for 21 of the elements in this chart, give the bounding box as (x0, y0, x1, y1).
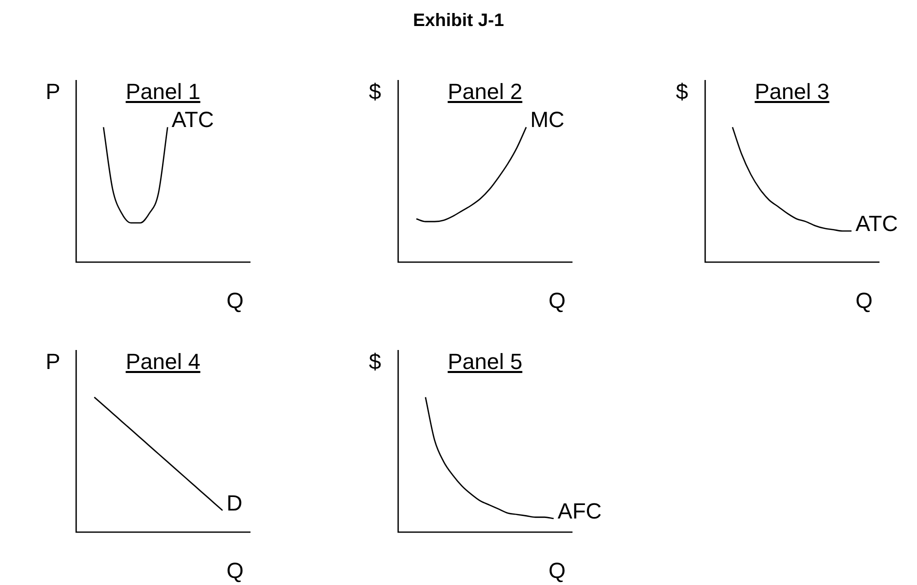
chart-title: Panel 5 (446, 349, 524, 374)
x-axis-title: Q (854, 288, 874, 313)
text: Exhibit J-1 (412, 10, 506, 31)
series-label: D (226, 490, 242, 516)
series-label: AFC (558, 498, 602, 524)
y-axis-title: $ (674, 79, 690, 104)
y-axis-title: P (44, 349, 62, 374)
chart-title: Panel 3 (754, 79, 830, 104)
series-label: ATC (856, 211, 898, 236)
series-label: MC (530, 107, 565, 132)
y-axis-title: P (44, 79, 62, 104)
x-axis-title: Q (547, 288, 567, 313)
y-axis-title: $ (368, 349, 382, 374)
series-label: ATC (172, 107, 214, 132)
chart-title: Panel 2 (446, 79, 524, 104)
y-axis-title: $ (368, 79, 382, 104)
chart-title: Panel 4 (124, 349, 202, 374)
x-axis-title: Q (225, 288, 245, 313)
x-axis-title: Q (225, 558, 245, 583)
chart-title: Panel 1 (124, 79, 202, 104)
x-axis-title: Q (547, 558, 567, 583)
